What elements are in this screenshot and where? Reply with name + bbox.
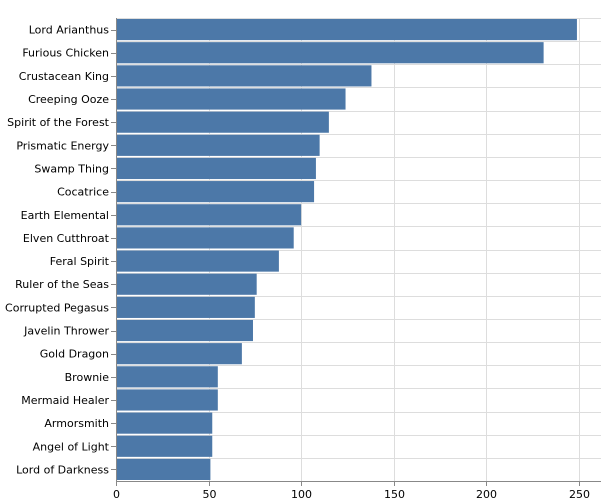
category-label: Armorsmith [44, 417, 109, 430]
bar [116, 250, 279, 272]
bar [116, 319, 253, 342]
bar [116, 181, 315, 203]
x-tick-label: 150 [384, 488, 405, 501]
bar [116, 273, 257, 295]
x-tick-label: 0 [113, 488, 120, 501]
category-label: Lord of Darkness [16, 463, 109, 476]
category-label: Gold Dragon [40, 348, 109, 361]
bar [116, 19, 577, 41]
category-label: Prismatic Energy [16, 139, 109, 152]
bar [116, 204, 302, 226]
bar [116, 157, 316, 180]
bar [116, 435, 213, 457]
bar [116, 366, 218, 388]
bar [116, 111, 329, 133]
category-label: Creeping Ooze [28, 93, 109, 106]
bar [116, 134, 320, 156]
category-label: Spirit of the Forest [7, 116, 110, 129]
x-tick-label: 50 [203, 488, 217, 501]
category-label: Elven Cutthroat [23, 232, 110, 245]
bars [116, 19, 577, 480]
bar [116, 88, 346, 110]
category-label: Ruler of the Seas [15, 278, 109, 291]
category-label: Furious Chicken [22, 47, 109, 60]
bar [116, 343, 242, 365]
x-tick-label: 200 [476, 488, 497, 501]
category-label: Feral Spirit [50, 255, 110, 268]
bar [116, 458, 211, 480]
category-label: Swamp Thing [34, 162, 109, 175]
category-label: Mermaid Healer [21, 394, 109, 407]
gridlines [116, 18, 601, 482]
category-label: Angel of Light [33, 440, 110, 453]
bar [116, 42, 544, 64]
bar [116, 412, 213, 434]
labels: Lord Arianthus Furious Chicken Crustacean … [5, 24, 590, 501]
category-label: Cocatrice [57, 186, 109, 199]
bar [116, 296, 255, 318]
bar [116, 65, 372, 87]
bar [116, 389, 218, 411]
bar [116, 227, 294, 249]
category-label: Earth Elemental [21, 209, 109, 222]
x-tick-label: 100 [291, 488, 312, 501]
x-tick-label: 250 [569, 488, 590, 501]
category-label: Corrupted Pegasus [5, 301, 109, 314]
category-label: Javelin Thrower [23, 325, 109, 338]
category-label: Crustacean King [19, 70, 109, 83]
category-label: Brownie [65, 371, 110, 384]
category-label: Lord Arianthus [29, 24, 110, 37]
axes [111, 18, 601, 486]
